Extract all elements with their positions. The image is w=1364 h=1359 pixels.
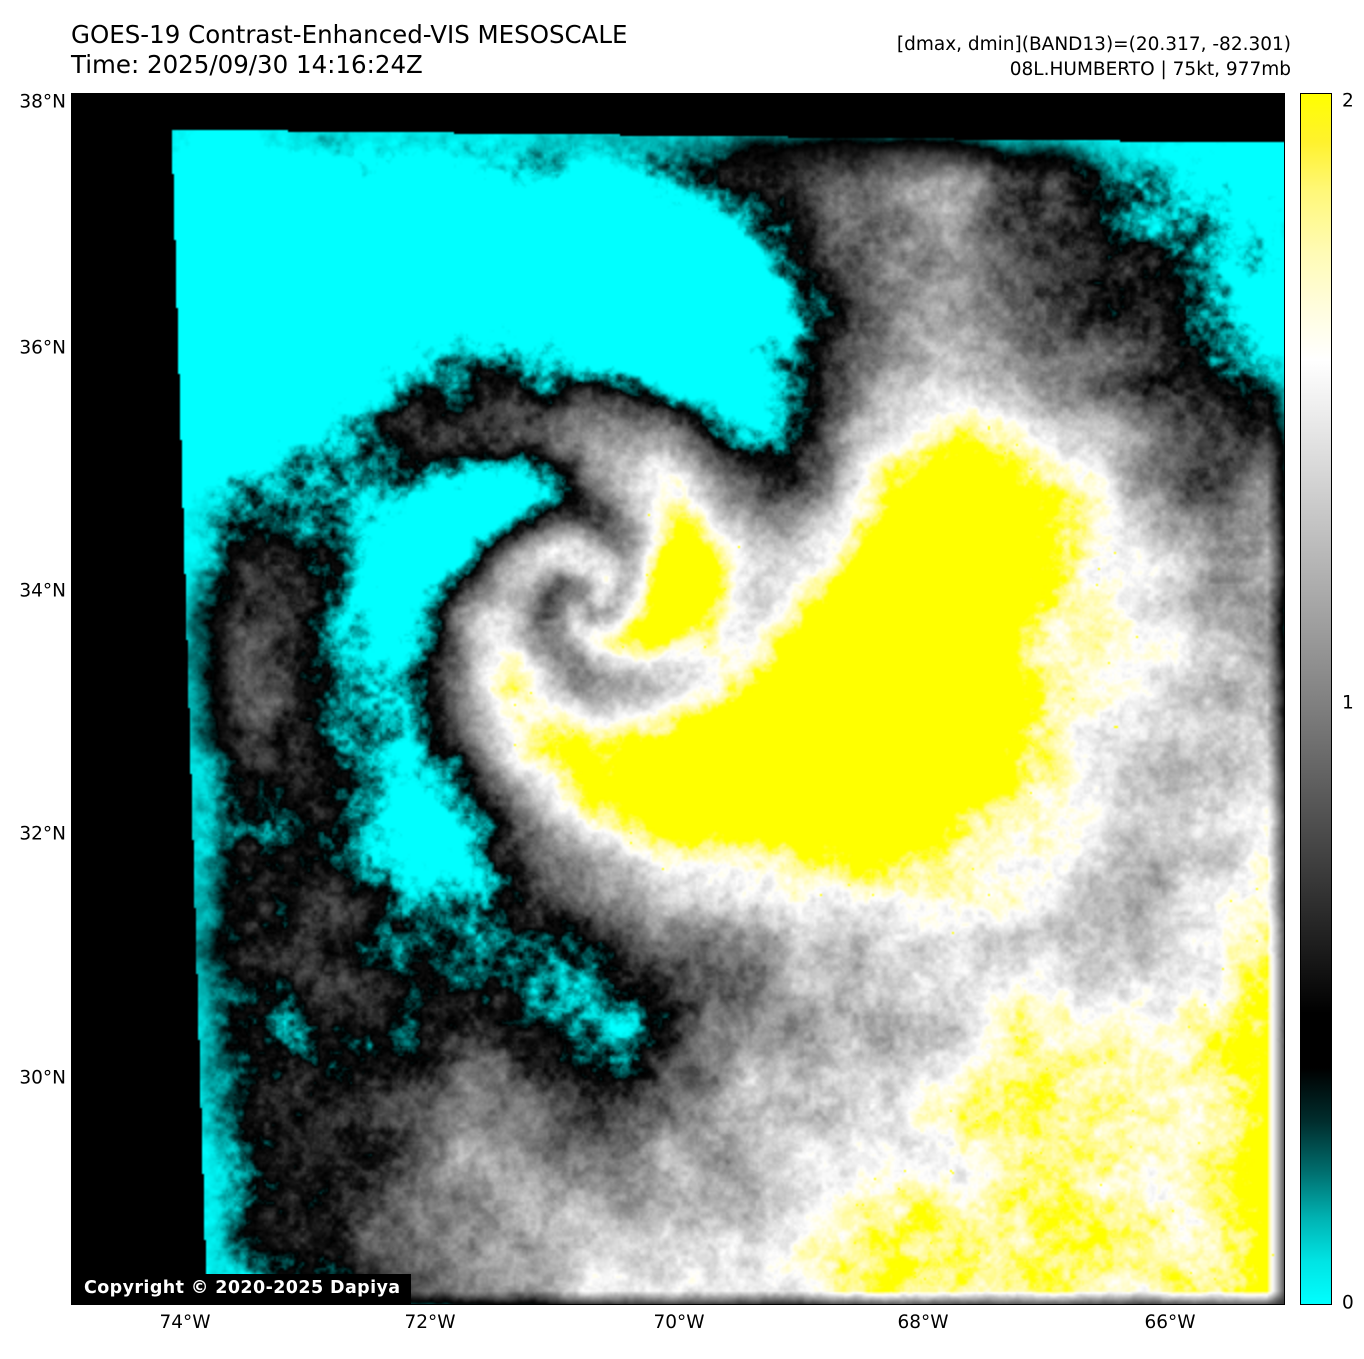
- xtick-label: 74°W: [159, 1312, 211, 1333]
- product-title: GOES-19 Contrast-Enhanced-VIS MESOSCALE: [71, 20, 628, 49]
- ytick-label: 38°N: [19, 91, 66, 113]
- timestamp-label: Time: 2025/09/30 14:16:24Z: [71, 50, 423, 79]
- copyright-badge: Copyright © 2020-2025 Dapiya: [74, 1274, 411, 1304]
- storm-info-label: 08L.HUMBERTO | 75kt, 977mb: [1009, 59, 1291, 80]
- satellite-plot-area[interactable]: Copyright © 2020-2025 Dapiya: [71, 93, 1285, 1305]
- ytick-label: 30°N: [19, 1067, 66, 1089]
- xtick-label: 68°W: [897, 1312, 949, 1333]
- ytick-label: 34°N: [19, 580, 66, 602]
- xtick-label: 72°W: [404, 1312, 456, 1333]
- ytick-label: 32°N: [19, 823, 66, 845]
- ytick-label: 36°N: [19, 337, 66, 359]
- satellite-raster: [72, 94, 1284, 1304]
- colorbar-tick-label: 0: [1342, 1292, 1354, 1314]
- metadata-block: [dmax, dmin](BAND13)=(20.317, -82.301) 0…: [897, 32, 1291, 82]
- page-title: GOES-19 Contrast-Enhanced-VIS MESOSCALE …: [71, 20, 791, 80]
- colorbar-tick-label: 1: [1342, 692, 1354, 714]
- colorbar-tick-label: 2: [1342, 90, 1354, 112]
- xtick-label: 70°W: [653, 1312, 705, 1333]
- colorbar[interactable]: [1300, 93, 1332, 1305]
- xtick-label: 66°W: [1144, 1312, 1196, 1333]
- data-range-label: [dmax, dmin](BAND13)=(20.317, -82.301): [896, 34, 1291, 55]
